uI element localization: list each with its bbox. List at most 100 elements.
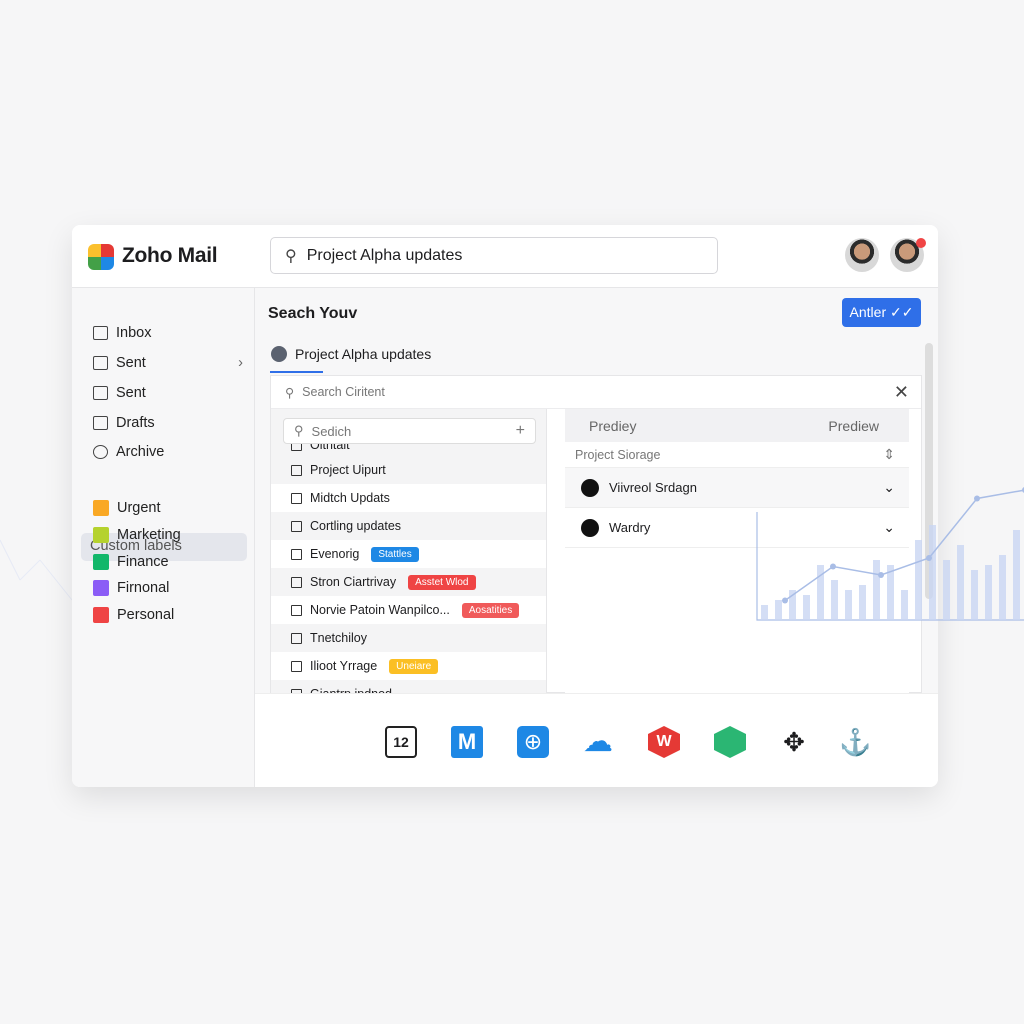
row-label: Giantrp ipdnod [310,687,393,694]
inner-search-input[interactable]: ⚲ Sedich + [283,418,536,444]
mail-icon[interactable]: M [451,726,483,758]
sidebar-item-sent-2[interactable]: Sent [93,385,146,401]
result-row[interactable]: Evenorig Stattles [271,540,546,568]
label-name: Marketing [117,527,181,543]
search-placeholder: Sedich [311,423,352,439]
label-name: Firnonal [117,580,170,596]
label-color-swatch [93,580,109,596]
anchor-icon[interactable]: ⚓ [839,727,872,757]
result-row[interactable]: Stron Ciartrivay Asstet Wlod [271,568,546,596]
active-tab-indicator [270,371,323,373]
label-urgent[interactable]: Urgent [93,500,161,516]
row-tag: Asstet Wlod [408,574,476,590]
label-personal[interactable]: Personal [93,607,174,623]
web-icon[interactable]: ⊕ [517,726,549,758]
preview-header-right: Prediew [828,417,879,434]
search-icon: ⚲ [294,423,304,438]
result-row[interactable]: Giantrp ipdnod [271,680,546,694]
label-name: Personal [117,607,175,623]
calendar-day: 12 [393,734,409,750]
email-icon [291,520,302,532]
preview-item[interactable]: Viivreol Srdagn ⌄ [565,468,909,508]
chevron-down-icon[interactable]: ⌄ [883,519,895,535]
mail-window: Zoho Mail ⚲ Project Alpha updates Inbox … [72,225,938,787]
search-input[interactable]: ⚲ Project Alpha updates [270,237,718,274]
search-icon: ⚲ [285,385,295,400]
sidebar-item-label: Archive [116,444,165,460]
search-icon: ⚲ [285,247,297,265]
cloud-icon[interactable]: ☁ [583,725,613,758]
label-name: Urgent [117,500,161,516]
result-row[interactable]: Project Uipurt [271,456,546,484]
item-label: Wardry [609,520,651,535]
plus-icon[interactable]: + [515,422,525,439]
label-marketing[interactable]: Marketing [93,527,181,543]
connect-icon[interactable]: ✥ [783,727,805,757]
sidebar-item-inbox[interactable]: Inbox [93,325,151,341]
row-label: Cortling updates [310,519,402,533]
email-icon [291,548,302,560]
result-row[interactable]: Norvie Patoin Wanpilco... Aosatities [271,596,546,624]
label-color-swatch [93,527,109,543]
tab-icon [271,346,287,362]
layers-icon[interactable] [714,726,746,758]
app-name: Zoho Mail [122,244,218,267]
label-color-swatch [93,500,109,516]
email-icon [291,492,302,504]
chart-bar [971,570,978,620]
item-label: Viivreol Srdagn [609,480,697,495]
search-placeholder: Search Ciritent [302,385,385,399]
archive-icon [93,445,108,459]
result-row[interactable]: Tnetchiloy [271,624,546,652]
tab-project-alpha[interactable]: Project Alpha updates [271,346,431,362]
item-icon [581,518,599,537]
email-icon [291,632,302,644]
close-icon[interactable]: ✕ [893,382,909,402]
chevron-right-icon[interactable]: › [238,355,243,371]
background-chart-line [19,559,41,581]
preview-header: Prediey Prediew [565,409,909,442]
chart-bar [1013,530,1020,620]
notification-dot [916,238,926,248]
writer-icon[interactable]: W [648,726,680,758]
row-label: Norvie Patoin Wanpilco... [310,603,450,617]
email-icon [291,464,302,476]
sidebar-item-sent[interactable]: Sent › [93,355,243,371]
row-tag: Stattles [371,546,419,562]
row-label: Stron Ciartrivay [310,575,397,589]
email-icon [291,660,302,672]
label-firnonal[interactable]: Firnonal [93,580,169,596]
chart-bar [957,545,964,620]
preview-pane: Prediey Prediew Project Siorage ⇕ Viivreol… [565,409,909,694]
result-row[interactable]: Midtch Updats [271,484,546,512]
email-icon [291,688,302,694]
sidebar-item-label: Inbox [116,325,152,341]
preview-select[interactable]: Project Siorage ⇕ [565,442,909,468]
sidebar-item-label: Drafts [116,415,155,431]
sidebar: Inbox Sent › Sent Drafts Archive Custom l… [72,288,255,787]
calendar-icon[interactable]: 12 [385,726,417,758]
chart-bar [999,555,1006,620]
search-panel: ⚲ Search Ciritent ✕ ⚲ Sedich + Oitntalt Proje… [270,375,922,694]
label-finance[interactable]: Finance [93,554,169,570]
avatar[interactable] [845,238,879,272]
scrollbar[interactable] [925,343,933,599]
result-row[interactable]: Ilioot Yrrage Uneiare [271,652,546,680]
select-value: Project Siorage [575,447,661,462]
grid-icon [93,356,108,370]
main-content: Seach Youv Antler ✓✓ Project Alpha updat… [255,288,938,787]
avatar-notified[interactable] [890,238,926,272]
sidebar-item-label: Sent [116,355,146,371]
draft-icon [93,416,108,430]
row-label: Tnetchiloy [310,631,367,645]
folder-icon [93,386,108,400]
sidebar-item-archive[interactable]: Archive [93,444,164,460]
result-row[interactable]: Cortling updates [271,512,546,540]
chevron-down-icon[interactable]: ⌄ [883,479,895,495]
content-search[interactable]: ⚲ Search Ciritent ✕ [271,376,921,409]
preview-item[interactable]: Wardry ⌄ [565,508,909,548]
action-button[interactable]: Antler ✓✓ [842,298,921,327]
row-label: Midtch Updats [310,491,390,505]
background-chart-line [0,539,21,581]
sidebar-item-drafts[interactable]: Drafts [93,415,155,431]
